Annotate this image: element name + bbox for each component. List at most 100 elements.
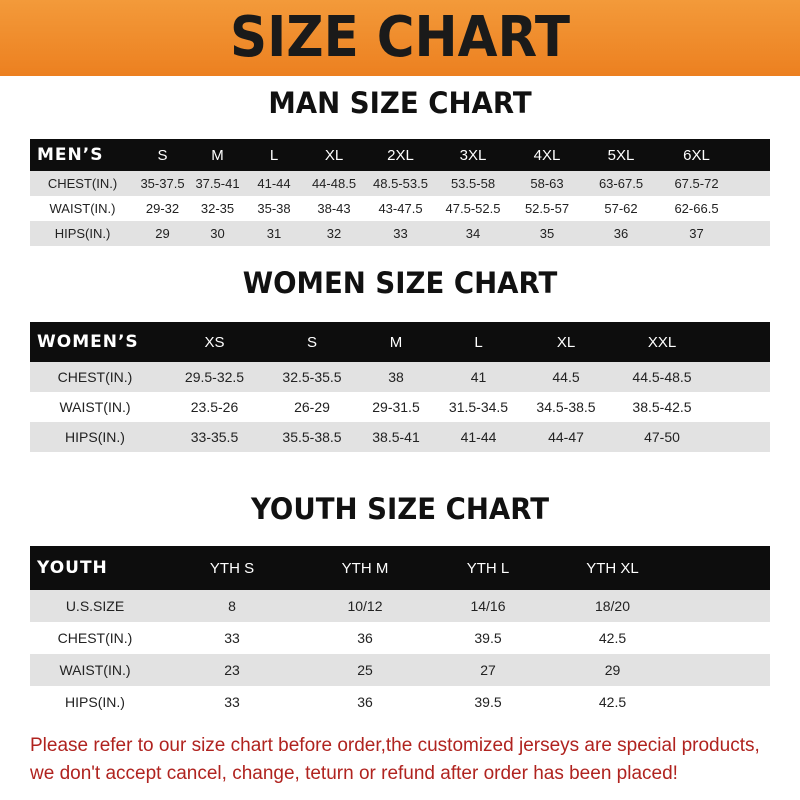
table-cell: 41-44 xyxy=(437,422,520,452)
table-cell: 35 xyxy=(510,221,584,246)
table-cell: 32-35 xyxy=(190,196,245,221)
table-row: CHEST(IN.) 29.5-32.5 32.5-35.5 38 41 44.5 44.5… xyxy=(30,362,770,392)
table-cell: 34.5-38.5 xyxy=(520,392,612,422)
table-cell: 25 xyxy=(304,654,426,686)
table-cell: 38 xyxy=(355,362,437,392)
table-row: HIPS(IN.) 33 36 39.5 42.5 xyxy=(30,686,770,718)
table-cell: 32 xyxy=(303,221,365,246)
row-label: CHEST(IN.) xyxy=(30,622,160,654)
empty-cell xyxy=(675,622,770,654)
table-cell: 44.5 xyxy=(520,362,612,392)
size-header: 3XL xyxy=(436,139,510,171)
header-row: WOMEN’S XS S M L XL XXL xyxy=(30,322,770,362)
size-header: XL xyxy=(303,139,365,171)
table-cell: 36 xyxy=(584,221,658,246)
table-cell: 43-47.5 xyxy=(365,196,436,221)
size-header: S xyxy=(269,322,355,362)
table-cell: 37.5-41 xyxy=(190,171,245,196)
empty-cell xyxy=(735,221,770,246)
size-header: M xyxy=(355,322,437,362)
size-header: L xyxy=(437,322,520,362)
row-label: HIPS(IN.) xyxy=(30,422,160,452)
size-header: YTH L xyxy=(426,546,550,590)
empty-cell xyxy=(712,322,770,362)
table-cell: 33 xyxy=(160,622,304,654)
size-header: 4XL xyxy=(510,139,584,171)
table-cell: 30 xyxy=(190,221,245,246)
size-header: 5XL xyxy=(584,139,658,171)
youth-title: YOUTH SIZE CHART xyxy=(250,492,550,526)
table-cell: 42.5 xyxy=(550,686,675,718)
banner-title: SIZE CHART xyxy=(229,5,571,70)
empty-cell xyxy=(675,590,770,622)
table-cell: 38-43 xyxy=(303,196,365,221)
table-cell: 63-67.5 xyxy=(584,171,658,196)
table-cell: 29-32 xyxy=(135,196,190,221)
table-cell: 44-47 xyxy=(520,422,612,452)
table-cell: 14/16 xyxy=(426,590,550,622)
row-label: HIPS(IN.) xyxy=(30,221,135,246)
table-cell: 53.5-58 xyxy=(436,171,510,196)
empty-cell xyxy=(735,171,770,196)
table-cell: 33 xyxy=(160,686,304,718)
table-row: HIPS(IN.) 29 30 31 32 33 34 35 36 37 xyxy=(30,221,770,246)
table-cell: 38.5-41 xyxy=(355,422,437,452)
table-cell: 67.5-72 xyxy=(658,171,735,196)
women-size-table: WOMEN’S XS S M L XL XXL CHEST(IN.) 29.5-32.5 32.5… xyxy=(30,322,770,452)
table-cell: 39.5 xyxy=(426,622,550,654)
empty-cell xyxy=(675,546,770,590)
table-cell: 52.5-57 xyxy=(510,196,584,221)
empty-cell xyxy=(675,654,770,686)
header-row: YOUTH YTH S YTH M YTH L YTH XL xyxy=(30,546,770,590)
table-cell: 29.5-32.5 xyxy=(160,362,269,392)
table-cell: 8 xyxy=(160,590,304,622)
table-cell: 44.5-48.5 xyxy=(612,362,712,392)
table-cell: 48.5-53.5 xyxy=(365,171,436,196)
size-header: XXL xyxy=(612,322,712,362)
note-line-1: Please refer to our size chart before or… xyxy=(30,735,760,756)
table-cell: 18/20 xyxy=(550,590,675,622)
header-row: MEN’S S M L XL 2XL 3XL 4XL 5XL 6XL xyxy=(30,139,770,171)
table-row: WAIST(IN.) 23.5-26 26-29 29-31.5 31.5-34.5 34… xyxy=(30,392,770,422)
row-label: CHEST(IN.) xyxy=(30,362,160,392)
row-label: WAIST(IN.) xyxy=(30,196,135,221)
table-cell: 35-37.5 xyxy=(135,171,190,196)
table-cell: 35-38 xyxy=(245,196,303,221)
table-cell: 23.5-26 xyxy=(160,392,269,422)
men-size-table: MEN’S S M L XL 2XL 3XL 4XL 5XL 6XL CHEST(IN.) 35-37… xyxy=(30,139,770,246)
table-cell: 62-66.5 xyxy=(658,196,735,221)
table-cell: 31.5-34.5 xyxy=(437,392,520,422)
table-cell: 42.5 xyxy=(550,622,675,654)
table-cell: 29 xyxy=(550,654,675,686)
table-cell: 47.5-52.5 xyxy=(436,196,510,221)
table-cell: 29 xyxy=(135,221,190,246)
size-header: YTH M xyxy=(304,546,426,590)
table-row: WAIST(IN.) 23 25 27 29 xyxy=(30,654,770,686)
empty-cell xyxy=(735,196,770,221)
banner: SIZE CHART xyxy=(0,0,800,76)
table-header-label: WOMEN’S xyxy=(30,322,160,362)
table-header-label: YOUTH xyxy=(30,546,160,590)
row-label: WAIST(IN.) xyxy=(30,654,160,686)
size-header: S xyxy=(135,139,190,171)
table-cell: 41-44 xyxy=(245,171,303,196)
empty-cell xyxy=(712,392,770,422)
table-cell: 26-29 xyxy=(269,392,355,422)
table-header-label: MEN’S xyxy=(30,139,135,171)
row-label: HIPS(IN.) xyxy=(30,686,160,718)
men-title: MAN SIZE CHART xyxy=(268,86,532,120)
empty-cell xyxy=(735,139,770,171)
table-cell: 37 xyxy=(658,221,735,246)
women-title: WOMEN SIZE CHART xyxy=(242,266,558,300)
row-label: CHEST(IN.) xyxy=(30,171,135,196)
size-header: XS xyxy=(160,322,269,362)
table-cell: 32.5-35.5 xyxy=(269,362,355,392)
table-cell: 31 xyxy=(245,221,303,246)
table-cell: 33 xyxy=(365,221,436,246)
size-header: M xyxy=(190,139,245,171)
table-row: CHEST(IN.) 35-37.5 37.5-41 41-44 44-48.5 48.5… xyxy=(30,171,770,196)
table-cell: 27 xyxy=(426,654,550,686)
size-header: XL xyxy=(520,322,612,362)
table-cell: 58-63 xyxy=(510,171,584,196)
table-row: U.S.SIZE 8 10/12 14/16 18/20 xyxy=(30,590,770,622)
